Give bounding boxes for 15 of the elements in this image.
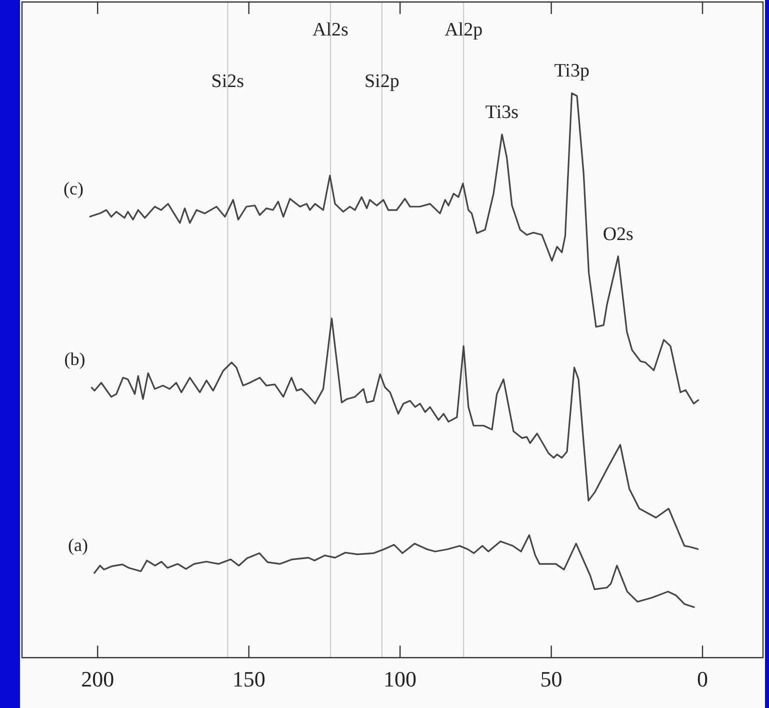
x-tick-label: 200 (81, 666, 114, 692)
x-tick-label: 0 (697, 666, 708, 692)
annotation: Si2p (364, 70, 400, 92)
series-label: (b) (64, 348, 86, 369)
series-label: (a) (68, 535, 88, 556)
x-tick-label: 150 (232, 666, 266, 692)
x-tick-label: 50 (540, 666, 562, 692)
annotation: Ti3s (485, 102, 519, 123)
series-label: (c) (63, 178, 84, 199)
annotation: Ti3p (554, 60, 590, 82)
annotation: Al2p (444, 19, 483, 40)
annotation: O2s (602, 224, 634, 245)
x-tick-label: 100 (384, 666, 417, 692)
annotation: Al2s (312, 19, 348, 40)
annotation: Si2s (211, 70, 244, 92)
